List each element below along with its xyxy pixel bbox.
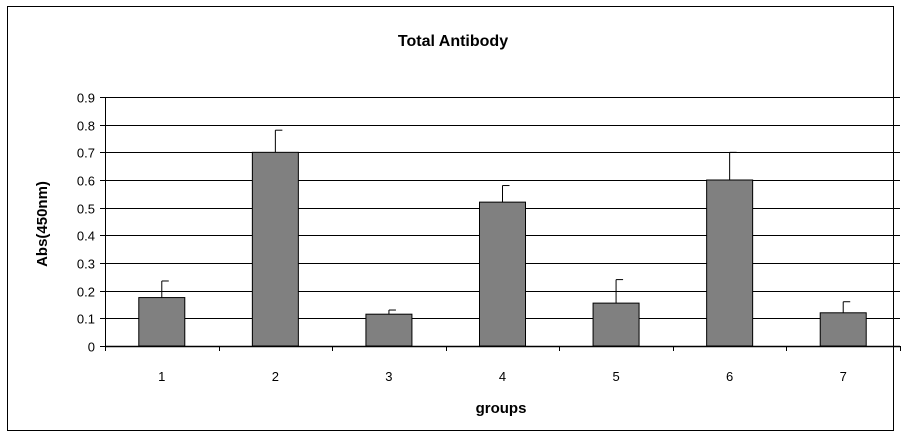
bar-2 bbox=[251, 151, 299, 347]
x-tick-label: 6 bbox=[726, 369, 733, 384]
y-tick-label: 0.9 bbox=[77, 91, 95, 106]
y-tick-label: 0.3 bbox=[77, 257, 95, 272]
y-tick-label: 0.4 bbox=[77, 229, 95, 244]
chart-title: Total Antibody bbox=[398, 33, 508, 50]
x-tick-label: 1 bbox=[158, 369, 165, 384]
error-bars bbox=[161, 129, 851, 315]
x-tick-label: 3 bbox=[385, 369, 392, 384]
y-tick-label: 0.7 bbox=[77, 146, 95, 161]
bar-5 bbox=[592, 302, 640, 347]
y-tick-labels: 0 0.1 0.2 0.3 0.4 0.5 0.6 0.7 0.8 0.9 bbox=[77, 91, 95, 355]
x-tick-label: 5 bbox=[612, 369, 619, 384]
y-tick-label: 0 bbox=[88, 340, 95, 355]
grid-lines bbox=[105, 97, 900, 319]
x-tick-labels: 1 2 3 4 5 6 7 bbox=[158, 369, 847, 384]
bars bbox=[138, 151, 867, 347]
y-tick-label: 0.6 bbox=[77, 174, 95, 189]
y-tick-label: 0.1 bbox=[77, 312, 95, 327]
y-tick-label: 0.8 bbox=[77, 119, 95, 134]
bar-1 bbox=[138, 297, 186, 347]
x-axis-label: groups bbox=[476, 400, 527, 417]
x-tick-label: 2 bbox=[272, 369, 279, 384]
bar-6 bbox=[706, 179, 754, 347]
x-tick-label: 7 bbox=[840, 369, 847, 384]
bar-7 bbox=[819, 312, 867, 347]
bar-3 bbox=[365, 313, 413, 347]
y-tick-label: 0.2 bbox=[77, 285, 95, 300]
x-tick-label: 4 bbox=[499, 369, 506, 384]
y-axis-label: Abs(450nm) bbox=[34, 181, 51, 267]
y-tick-label: 0.5 bbox=[77, 202, 95, 217]
bar-4 bbox=[479, 201, 526, 347]
